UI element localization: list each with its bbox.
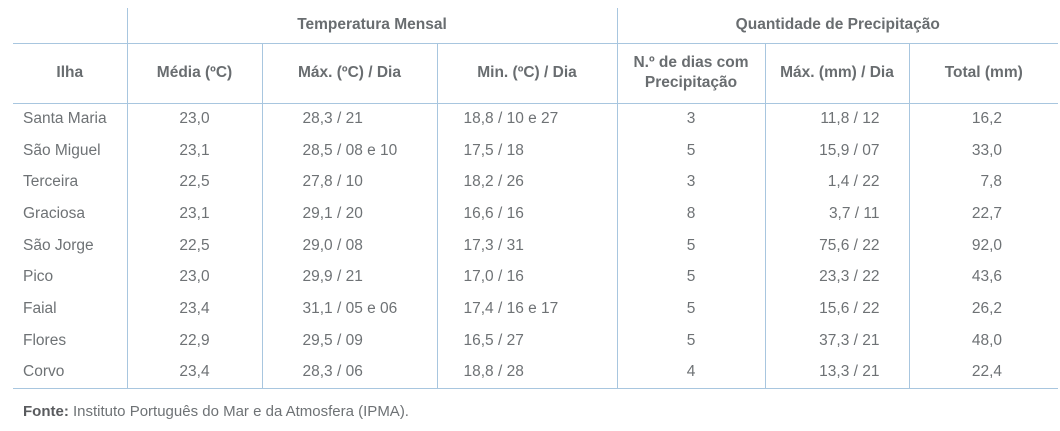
cell-media-c: 23,0	[127, 103, 263, 135]
cell-dias-com-precipitacao: 5	[617, 134, 766, 167]
climate-table: Temperatura Mensal Quantidade de Precipi…	[13, 8, 1058, 389]
cell-ilha: Faial	[13, 293, 128, 325]
table-row: Terceira 22,5 27,8 / 10 18,2 / 26 3 1,4 / 22 7…	[13, 166, 1058, 199]
cell-media-c: 22,5	[127, 229, 263, 262]
cell-max-mm-dia: 11,8 / 12	[765, 103, 910, 135]
cell-max-mm-dia: 3,7 / 11	[765, 198, 910, 230]
cell-ilha: Santa Maria	[13, 103, 128, 135]
cell-total-mm: 43,6	[971, 268, 1002, 286]
cell-max-mm-dia: 37,3 / 21	[765, 324, 910, 357]
cell-total-mm: 92,0	[971, 236, 1002, 254]
cell-total-mm: 26,2	[971, 299, 1002, 317]
cell-max-c-dia: 28,5 / 08 e 10	[262, 134, 438, 167]
cell-ilha: Graciosa	[13, 198, 128, 230]
cell-dias-com-precipitacao: 8	[617, 198, 766, 230]
cell-media-c: 23,1	[127, 134, 263, 167]
table-row: Graciosa 23,1 29,1 / 20 16,6 / 16 8 3,7 / 11 2…	[13, 198, 1058, 230]
cell-max-mm-dia: 15,6 / 22	[765, 293, 910, 325]
cell-max-c-dia: 29,9 / 21	[262, 261, 438, 294]
cell-total-mm: 16,2	[971, 110, 1002, 128]
cell-min-c-dia: 16,6 / 16	[437, 198, 618, 230]
cell-max-c-dia: 29,1 / 20	[262, 198, 438, 230]
cell-min-c-dia: 18,2 / 26	[437, 166, 618, 199]
column-header-max-c-dia: Máx. (ºC) / Dia	[262, 43, 438, 104]
cell-min-c-dia: 17,4 / 16 e 17	[437, 293, 618, 325]
cell-max-c-dia: 28,3 / 06	[262, 356, 438, 389]
column-header-media-c: Média (ºC)	[127, 43, 263, 104]
group-header-empty	[13, 8, 128, 44]
cell-min-c-dia: 18,8 / 10 e 27	[437, 103, 618, 135]
cell-min-c-dia: 17,5 / 18	[437, 134, 618, 167]
cell-min-c-dia: 16,5 / 27	[437, 324, 618, 357]
cell-ilha: São Jorge	[13, 229, 128, 262]
column-header-dias-precipitacao: N.º de dias com Precipitação	[617, 43, 766, 104]
cell-total-mm: 33,0	[971, 141, 1002, 159]
cell-max-mm-dia: 1,4 / 22	[765, 166, 910, 199]
table-row: Santa Maria 23,0 28,3 / 21 18,8 / 10 e 27 3 1…	[13, 103, 1058, 135]
cell-max-mm-dia: 15,9 / 07	[765, 134, 910, 167]
cell-ilha: Pico	[13, 261, 128, 294]
source-text: Instituto Português do Mar e da Atmosfer…	[68, 402, 409, 420]
table-body: Santa Maria 23,0 28,3 / 21 18,8 / 10 e 27 3 1…	[13, 103, 1058, 389]
cell-total-mm: 22,7	[971, 204, 1002, 222]
cell-media-c: 23,0	[127, 261, 263, 294]
group-header-row: Temperatura Mensal Quantidade de Precipi…	[13, 8, 1058, 44]
column-header-total-mm: Total (mm)	[909, 43, 1058, 104]
cell-min-c-dia: 17,0 / 16	[437, 261, 618, 294]
cell-dias-com-precipitacao: 3	[617, 103, 766, 135]
cell-max-c-dia: 29,5 / 09	[262, 324, 438, 357]
column-header-max-mm-dia: Máx. (mm) / Dia	[765, 43, 910, 104]
cell-ilha: Corvo	[13, 356, 128, 389]
cell-media-c: 23,1	[127, 198, 263, 230]
table-row: São Miguel 23,1 28,5 / 08 e 10 17,5 / 18 5 15…	[13, 134, 1058, 167]
cell-media-c: 23,4	[127, 356, 263, 389]
cell-dias-com-precipitacao: 4	[617, 356, 766, 389]
cell-max-mm-dia: 75,6 / 22	[765, 229, 910, 262]
cell-media-c: 22,5	[127, 166, 263, 199]
cell-dias-com-precipitacao: 5	[617, 229, 766, 262]
cell-ilha: Terceira	[13, 166, 128, 199]
cell-max-mm-dia: 13,3 / 21	[765, 356, 910, 389]
cell-ilha: Flores	[13, 324, 128, 357]
cell-dias-com-precipitacao: 5	[617, 261, 766, 294]
table-row: Corvo 23,4 28,3 / 06 18,8 / 28 4 13,3 / 21 22,…	[13, 356, 1058, 389]
column-header-min-c-dia: Min. (ºC) / Dia	[437, 43, 618, 104]
table-row: Faial 23,4 31,1 / 05 e 06 17,4 / 16 e 17 5 15…	[13, 293, 1058, 325]
column-header-row: Ilha Média (ºC) Máx. (ºC) / Dia Min. (ºC…	[13, 43, 1058, 104]
column-header-ilha: Ilha	[13, 43, 128, 104]
cell-min-c-dia: 17,3 / 31	[437, 229, 618, 262]
group-header-precipitation: Quantidade de Precipitação	[617, 8, 1058, 44]
cell-ilha: São Miguel	[13, 134, 128, 167]
source-label: Fonte:	[23, 402, 69, 420]
cell-max-c-dia: 29,0 / 08	[262, 229, 438, 262]
cell-dias-com-precipitacao: 5	[617, 293, 766, 325]
cell-max-c-dia: 27,8 / 10	[262, 166, 438, 199]
group-header-temperature: Temperatura Mensal	[127, 8, 618, 44]
cell-dias-com-precipitacao: 5	[617, 324, 766, 357]
table-row: Pico 23,0 29,9 / 21 17,0 / 16 5 23,3 / 22 43,6	[13, 261, 1058, 294]
cell-media-c: 23,4	[127, 293, 263, 325]
cell-max-c-dia: 28,3 / 21	[262, 103, 438, 135]
cell-max-mm-dia: 23,3 / 22	[765, 261, 910, 294]
cell-dias-com-precipitacao: 3	[617, 166, 766, 199]
table-row: São Jorge 22,5 29,0 / 08 17,3 / 31 5 75,6 / 2…	[13, 229, 1058, 262]
cell-max-c-dia: 31,1 / 05 e 06	[262, 293, 438, 325]
table-row: Flores 22,9 29,5 / 09 16,5 / 27 5 37,3 / 21 48…	[13, 324, 1058, 357]
cell-total-mm: 7,8	[980, 173, 1002, 191]
cell-total-mm: 48,0	[971, 331, 1002, 349]
cell-total-mm: 22,4	[909, 356, 1058, 389]
source-note: Fonte: Instituto Português do Mar e da A…	[23, 403, 1060, 420]
cell-media-c: 22,9	[127, 324, 263, 357]
cell-min-c-dia: 18,8 / 28	[437, 356, 618, 389]
